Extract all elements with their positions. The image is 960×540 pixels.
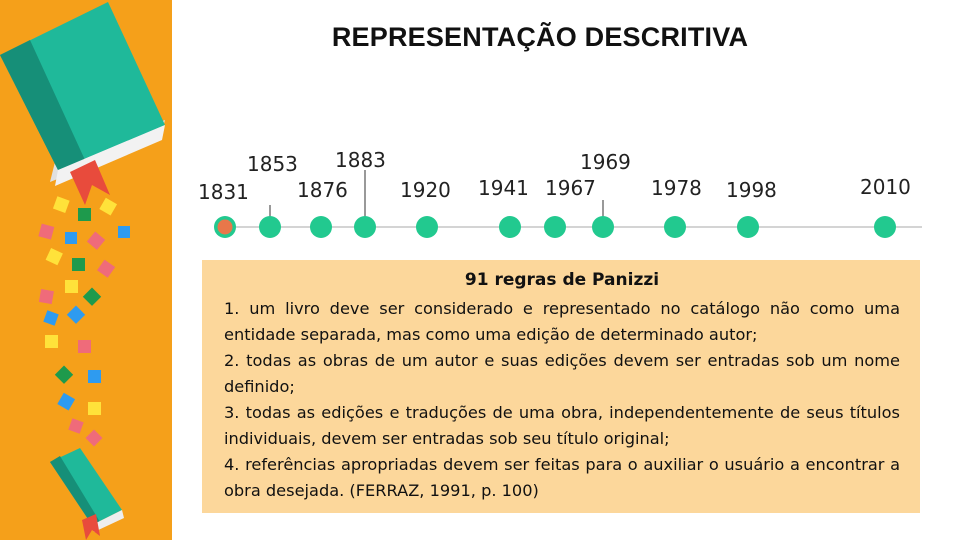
year-label: 1831 bbox=[198, 180, 249, 204]
timeline-dot-1969 bbox=[592, 216, 614, 238]
timeline-dot-1941 bbox=[499, 216, 521, 238]
rules-list: 1. um livro deve ser considerado e repre… bbox=[224, 296, 900, 504]
page-title: REPRESENTAÇÃO DESCRITIVA bbox=[331, 22, 749, 52]
timeline-dot-1883 bbox=[354, 216, 376, 238]
timeline-dot-2010 bbox=[874, 216, 896, 238]
rules-title: 91 regras de Panizzi bbox=[464, 270, 660, 290]
book-icon bbox=[0, 2, 165, 205]
year-label: 1920 bbox=[400, 178, 451, 202]
timeline-dot-1831 bbox=[214, 216, 236, 238]
rule-item: 3. todas as edições e traduções de uma o… bbox=[224, 403, 900, 448]
timeline-dot-1998 bbox=[737, 216, 759, 238]
timeline-dot-1853 bbox=[259, 216, 281, 238]
year-label: 1978 bbox=[651, 176, 702, 200]
year-label: 1941 bbox=[478, 176, 529, 200]
timeline-dot-active bbox=[217, 219, 233, 235]
bookmark-icon bbox=[70, 160, 110, 205]
year-label: 1883 bbox=[335, 148, 386, 172]
rule-item: 2. todas as obras de um autor e suas edi… bbox=[224, 351, 900, 396]
year-label: 2010 bbox=[860, 175, 911, 199]
rule-item: 1. um livro deve ser considerado e repre… bbox=[224, 299, 900, 344]
year-label: 1967 bbox=[545, 176, 596, 200]
book-icon bbox=[50, 448, 124, 540]
decorative-sidebar bbox=[0, 0, 172, 540]
year-label: 1969 bbox=[580, 150, 631, 174]
timeline-dot-1920 bbox=[416, 216, 438, 238]
timeline-dot-1978 bbox=[664, 216, 686, 238]
rules-box: 91 regras de Panizzi 1. um livro deve se… bbox=[202, 260, 920, 513]
year-label: 1853 bbox=[247, 152, 298, 176]
rule-item: 4. referências apropriadas devem ser fei… bbox=[224, 455, 900, 500]
timeline-dot-1876 bbox=[310, 216, 332, 238]
year-label: 1876 bbox=[297, 178, 348, 202]
timeline-dot-1967 bbox=[544, 216, 566, 238]
year-label: 1998 bbox=[726, 178, 777, 202]
confetti bbox=[38, 196, 130, 447]
